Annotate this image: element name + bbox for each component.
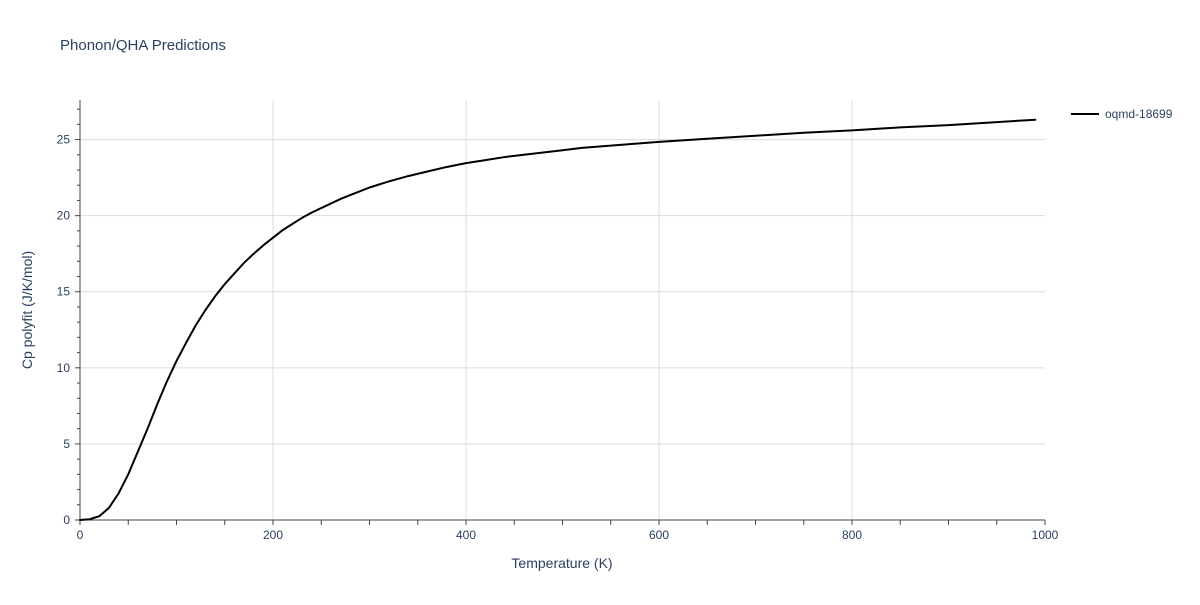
x-tick-label: 200 [263,528,283,542]
legend-label: oqmd-18699 [1105,107,1173,121]
x-tick-label: 0 [77,528,84,542]
tick-layer: 0 200 400 600 800 1000 0 5 10 15 20 25 [57,108,1059,542]
x-tick-label: 400 [456,528,476,542]
y-tick-label: 10 [57,361,71,375]
x-tick-label: 800 [842,528,862,542]
y-tick-label: 5 [63,437,70,451]
y-tick-label: 0 [63,513,70,527]
y-axis-title: Cp polyfit (J/K/mol) [19,251,35,369]
y-tick-label: 20 [57,209,71,223]
series-line-0 [79,118,1037,521]
chart-title: Phonon/QHA Predictions [60,37,226,54]
x-tick-label: 1000 [1032,528,1059,542]
x-tick-label: 600 [649,528,669,542]
y-tick-label: 25 [57,133,71,147]
y-tick-label: 15 [57,285,71,299]
grid-layer [80,100,1045,520]
legend: oqmd-18699 [1071,107,1173,121]
axes-layer [79,100,1045,521]
x-axis-title: Temperature (K) [511,555,612,571]
series-layer [79,118,1037,521]
